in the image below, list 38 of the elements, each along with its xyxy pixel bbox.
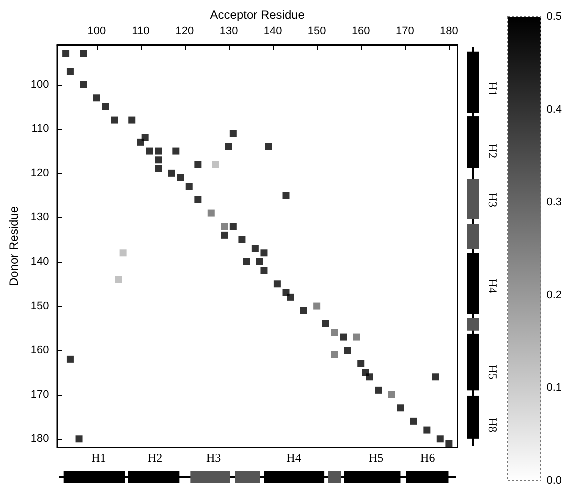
x-tick-label: 120 <box>176 26 194 38</box>
color-bar-label: 0.0 <box>546 475 562 487</box>
y-tick-label: 100 <box>30 78 50 91</box>
x-tick-label: 110 <box>132 26 150 38</box>
text: H2 <box>148 451 163 466</box>
text: H1 <box>485 82 500 96</box>
color-bar-label: 0.5 <box>546 11 562 23</box>
x-tick-label: 140 <box>264 26 282 38</box>
x-tick-label: 160 <box>352 26 370 38</box>
text: H4 <box>286 451 302 466</box>
color-bar-label: 0.4 <box>546 104 562 116</box>
y-tick-label: 140 <box>30 256 50 268</box>
color-bar-label: 0.3 <box>546 196 562 209</box>
y-tick-label: 120 <box>30 167 50 180</box>
y-tick-label: 150 <box>30 300 50 312</box>
y-axis-title: Donor Residue <box>7 206 21 287</box>
text: H2 <box>485 144 500 158</box>
color-bar-label: 0.2 <box>546 289 562 302</box>
text: H5 <box>369 451 384 466</box>
y-tick-label: 160 <box>30 344 50 357</box>
color-bar-label: 0.1 <box>546 382 562 394</box>
x-axis-title: Acceptor Residue <box>210 8 306 22</box>
x-tick-label: 180 <box>440 26 458 38</box>
text: H3 <box>206 451 222 466</box>
text: H5 <box>485 365 500 380</box>
y-tick-label: 180 <box>30 433 50 446</box>
text: H1 <box>92 451 106 466</box>
y-tick-label: 130 <box>30 212 50 224</box>
text: H3 <box>485 192 500 208</box>
x-tick-label: 100 <box>88 26 106 38</box>
x-tick-label: 150 <box>308 26 326 38</box>
text: H6 <box>420 451 436 466</box>
y-tick-label: 110 <box>32 123 50 136</box>
text: H8 <box>485 418 500 434</box>
x-tick-label: 130 <box>220 26 238 38</box>
y-tick-label: 170 <box>30 388 50 401</box>
x-tick-label: 170 <box>396 26 414 38</box>
text: H4 <box>485 279 500 294</box>
